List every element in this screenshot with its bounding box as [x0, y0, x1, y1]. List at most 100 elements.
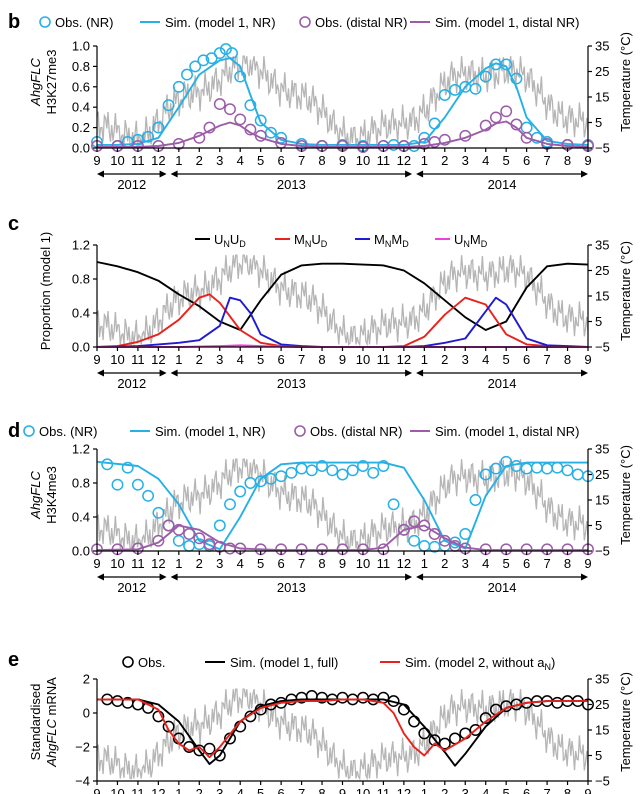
panel-d-ylabel: H3K4me3 [44, 466, 59, 524]
month-label: 8 [564, 352, 571, 367]
month-label: 3 [462, 352, 469, 367]
data-point [520, 462, 533, 475]
year-label: 2014 [488, 177, 517, 192]
month-label: 5 [257, 153, 264, 168]
arrowhead [405, 170, 413, 178]
month-label: 8 [318, 153, 325, 168]
arrowhead [159, 573, 167, 581]
data-point [438, 133, 451, 146]
arrowhead [97, 573, 104, 581]
month-label: 4 [237, 153, 244, 168]
month-label: 3 [462, 786, 469, 794]
legend-sim-nr: Sim. (model 1, NR) [165, 15, 276, 30]
data-point [101, 458, 114, 471]
month-label: 11 [131, 352, 145, 367]
data-point [469, 724, 482, 736]
panel-e: e Obs. Sim. (model 1, full) Sim. (model … [8, 649, 633, 794]
month-label: 6 [278, 786, 285, 794]
data-point [408, 515, 421, 528]
month-label: 10 [110, 556, 124, 571]
data-point [172, 80, 185, 93]
data-point [254, 114, 267, 127]
month-label: 8 [318, 786, 325, 794]
series-line [96, 293, 588, 348]
panel-e-temp-label: Temperature (°C) [618, 672, 633, 772]
month-label: 7 [543, 556, 550, 571]
panel-e-letter: e [8, 649, 19, 671]
month-label: 3 [462, 153, 469, 168]
temp-tick-label: 15 [595, 723, 609, 738]
data-point [428, 734, 441, 747]
data-point [479, 70, 492, 83]
month-label: 2 [196, 153, 203, 168]
arrowhead [581, 573, 588, 581]
month-label: 9 [584, 153, 591, 168]
month-label: 6 [523, 556, 530, 571]
arrowhead [159, 170, 167, 178]
legend-obs-distal-marker [294, 425, 306, 437]
data-point [510, 72, 523, 85]
data-point [418, 519, 431, 532]
panel-d-ylabel-gene: AhgFLC [28, 471, 43, 520]
data-point [162, 720, 175, 733]
month-label: 6 [523, 352, 530, 367]
temp-tick-label: 25 [595, 467, 609, 482]
legend-obs-marker [122, 656, 134, 668]
data-point [224, 103, 236, 116]
y-tick-label: 1.2 [72, 442, 90, 457]
y-tick-label: 0 [83, 706, 90, 721]
month-label: 5 [503, 153, 510, 168]
month-label: 6 [278, 153, 285, 168]
data-point [305, 464, 318, 477]
data-point [234, 70, 247, 83]
year-label: 2013 [277, 177, 306, 192]
temperature-trace [96, 458, 589, 551]
y-tick-label: 0.2 [72, 120, 90, 135]
data-point [213, 98, 226, 111]
legend-obs-nr-marker [39, 16, 51, 28]
month-label: 9 [93, 556, 100, 571]
legend-obs-distal: Obs. (distal NR) [315, 15, 407, 30]
month-label: 9 [339, 153, 346, 168]
legend-sim-distal: Sim. (model 1, distal NR) [435, 15, 579, 30]
y-tick-label: 0.8 [72, 59, 90, 74]
temp-tick-label: 15 [595, 90, 609, 105]
month-label: 4 [237, 556, 244, 571]
panel-c: c UNUD MNUD MNMD UNMD Proportion (model 1) … [8, 213, 633, 391]
panel-d-letter: d [8, 420, 20, 442]
year-label: 2012 [117, 177, 146, 192]
month-label: 1 [175, 556, 182, 571]
data-point [295, 462, 308, 475]
data-point [162, 99, 175, 112]
arrowhead [170, 369, 178, 377]
temp-tick-label: 35 [595, 39, 609, 54]
month-label: 10 [110, 153, 124, 168]
data-point [142, 130, 155, 143]
month-label: 1 [421, 786, 428, 794]
data-point [397, 523, 410, 536]
month-label: 1 [421, 556, 428, 571]
data-point [316, 460, 328, 472]
data-point [172, 534, 185, 547]
month-label: 4 [237, 352, 244, 367]
month-label: 7 [298, 153, 305, 168]
data-point [551, 461, 564, 474]
y-tick-label: 0.0 [72, 141, 90, 156]
y-tick-label: 1.0 [72, 39, 90, 54]
data-point [224, 498, 236, 511]
panel-b-ylabel: H3K27me3 [44, 49, 59, 114]
month-label: 4 [482, 786, 489, 794]
data-point [479, 468, 492, 481]
panel-d-legend: Obs. (NR) Sim. (model 1, NR) Obs. (dista… [23, 424, 579, 439]
temp-tick-label: 5 [595, 115, 602, 130]
legend-sim-distal: Sim. (model 1, distal NR) [435, 424, 579, 439]
month-label: 5 [503, 786, 510, 794]
y-tick-label: 0.8 [72, 476, 90, 491]
month-label: 4 [237, 786, 244, 794]
data-point [111, 695, 124, 708]
panel-e-ylabel-2: AhgFLC mRNA [44, 677, 59, 768]
month-label: 4 [482, 352, 489, 367]
legend-sim1: Sim. (model 1, full) [230, 655, 338, 670]
